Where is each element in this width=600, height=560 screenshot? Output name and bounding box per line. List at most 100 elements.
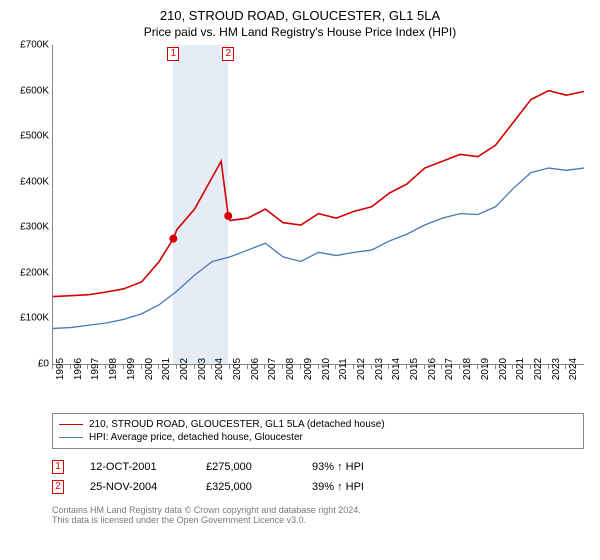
legend-swatch bbox=[59, 437, 83, 438]
x-tick-label: 2020 bbox=[498, 358, 509, 380]
x-tick bbox=[512, 365, 513, 369]
y-tick-label: £700K bbox=[20, 40, 53, 51]
footer-line2: This data is licensed under the Open Gov… bbox=[52, 515, 584, 525]
x-tick bbox=[530, 365, 531, 369]
x-tick-label: 2012 bbox=[356, 358, 367, 380]
transaction-row: 2 25-NOV-2004 £325,000 39% ↑ HPI bbox=[52, 477, 584, 497]
footer: Contains HM Land Registry data © Crown c… bbox=[52, 505, 584, 525]
x-tick-label: 2007 bbox=[267, 358, 278, 380]
x-tick bbox=[300, 365, 301, 369]
x-tick bbox=[318, 365, 319, 369]
y-tick-label: £200K bbox=[20, 267, 53, 278]
x-tick bbox=[388, 365, 389, 369]
x-tick-label: 2001 bbox=[161, 358, 172, 380]
x-tick-label: 2009 bbox=[303, 358, 314, 380]
x-tick-label: 2010 bbox=[321, 358, 332, 380]
x-tick bbox=[335, 365, 336, 369]
legend-item: HPI: Average price, detached house, Glou… bbox=[59, 431, 577, 444]
x-tick-label: 2003 bbox=[197, 358, 208, 380]
x-axis-labels: 1995199619971998199920002001200220032004… bbox=[52, 365, 584, 407]
transactions-table: 1 12-OCT-2001 £275,000 93% ↑ HPI 2 25-NOV-200… bbox=[52, 457, 584, 497]
x-tick bbox=[495, 365, 496, 369]
transaction-marker: 1 bbox=[52, 460, 64, 474]
x-tick bbox=[247, 365, 248, 369]
x-tick-label: 2017 bbox=[444, 358, 455, 380]
transaction-price: £275,000 bbox=[206, 461, 286, 473]
series-property bbox=[53, 91, 584, 297]
page-subtitle: Price paid vs. HM Land Registry's House … bbox=[8, 25, 592, 39]
x-tick bbox=[52, 365, 53, 369]
y-tick-label: £0 bbox=[38, 359, 53, 370]
x-tick-label: 2018 bbox=[462, 358, 473, 380]
transaction-row: 1 12-OCT-2001 £275,000 93% ↑ HPI bbox=[52, 457, 584, 477]
marker-dot bbox=[224, 212, 232, 220]
y-tick-label: £400K bbox=[20, 176, 53, 187]
x-tick-label: 2005 bbox=[232, 358, 243, 380]
y-tick-label: £100K bbox=[20, 313, 53, 324]
x-tick bbox=[565, 365, 566, 369]
x-tick-label: 2022 bbox=[533, 358, 544, 380]
x-tick-label: 1996 bbox=[73, 358, 84, 380]
x-tick-label: 2006 bbox=[250, 358, 261, 380]
transaction-price: £325,000 bbox=[206, 481, 286, 493]
transaction-hpi: 39% ↑ HPI bbox=[312, 481, 364, 493]
x-tick bbox=[70, 365, 71, 369]
x-tick bbox=[477, 365, 478, 369]
x-tick-label: 2014 bbox=[391, 358, 402, 380]
x-tick-label: 2004 bbox=[214, 358, 225, 380]
x-tick bbox=[158, 365, 159, 369]
x-tick bbox=[548, 365, 549, 369]
x-tick bbox=[282, 365, 283, 369]
x-tick bbox=[194, 365, 195, 369]
x-tick bbox=[87, 365, 88, 369]
transaction-date: 12-OCT-2001 bbox=[90, 461, 180, 473]
footer-line1: Contains HM Land Registry data © Crown c… bbox=[52, 505, 584, 515]
x-tick-label: 2000 bbox=[144, 358, 155, 380]
x-tick-label: 1997 bbox=[90, 358, 101, 380]
marker-dot bbox=[169, 235, 177, 243]
x-tick-label: 2024 bbox=[568, 358, 579, 380]
marker-label: 2 bbox=[222, 47, 234, 61]
series-hpi bbox=[53, 168, 584, 328]
x-tick bbox=[211, 365, 212, 369]
legend-item: 210, STROUD ROAD, GLOUCESTER, GL1 5LA (d… bbox=[59, 418, 577, 431]
x-tick bbox=[264, 365, 265, 369]
x-tick bbox=[141, 365, 142, 369]
x-tick bbox=[123, 365, 124, 369]
y-tick-label: £500K bbox=[20, 131, 53, 142]
x-tick bbox=[176, 365, 177, 369]
legend-swatch bbox=[59, 424, 83, 425]
legend: 210, STROUD ROAD, GLOUCESTER, GL1 5LA (d… bbox=[52, 413, 584, 449]
transaction-hpi: 93% ↑ HPI bbox=[312, 461, 364, 473]
transaction-date: 25-NOV-2004 bbox=[90, 481, 180, 493]
x-tick bbox=[459, 365, 460, 369]
x-tick-label: 1999 bbox=[126, 358, 137, 380]
x-tick-label: 1998 bbox=[108, 358, 119, 380]
x-tick-label: 2015 bbox=[409, 358, 420, 380]
x-tick-label: 2023 bbox=[551, 358, 562, 380]
x-tick-label: 2011 bbox=[338, 358, 349, 380]
x-tick-label: 2002 bbox=[179, 358, 190, 380]
x-tick bbox=[229, 365, 230, 369]
x-tick-label: 2013 bbox=[374, 358, 385, 380]
x-tick bbox=[424, 365, 425, 369]
transaction-marker: 2 bbox=[52, 480, 64, 494]
legend-label: HPI: Average price, detached house, Glou… bbox=[89, 432, 303, 443]
x-tick bbox=[353, 365, 354, 369]
x-tick-label: 2021 bbox=[515, 358, 526, 380]
marker-label: 1 bbox=[167, 47, 179, 61]
x-tick-label: 2008 bbox=[285, 358, 296, 380]
plot-svg bbox=[53, 45, 584, 364]
chart: £0£100K£200K£300K£400K£500K£600K£700K12 bbox=[52, 45, 584, 365]
x-tick bbox=[441, 365, 442, 369]
x-tick-label: 2016 bbox=[427, 358, 438, 380]
x-tick bbox=[105, 365, 106, 369]
x-tick bbox=[371, 365, 372, 369]
x-tick-label: 1995 bbox=[55, 358, 66, 380]
x-tick-label: 2019 bbox=[480, 358, 491, 380]
y-tick-label: £600K bbox=[20, 85, 53, 96]
page-title: 210, STROUD ROAD, GLOUCESTER, GL1 5LA bbox=[8, 8, 592, 23]
x-tick bbox=[406, 365, 407, 369]
legend-label: 210, STROUD ROAD, GLOUCESTER, GL1 5LA (d… bbox=[89, 419, 385, 430]
y-tick-label: £300K bbox=[20, 222, 53, 233]
